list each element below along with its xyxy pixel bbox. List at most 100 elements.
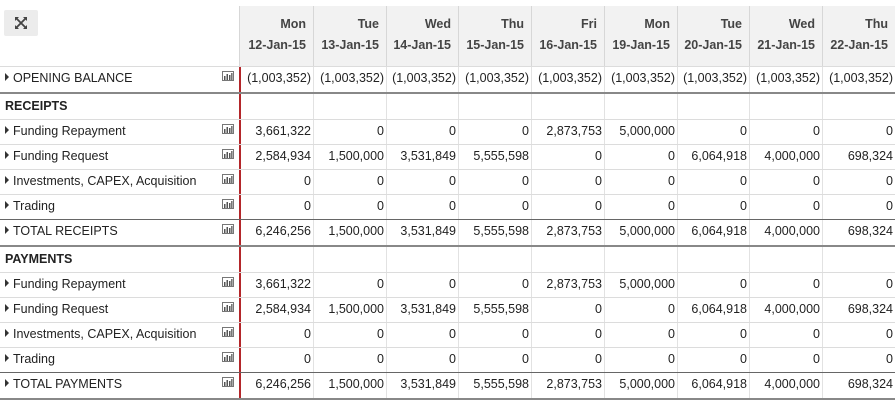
table-cell: 1,500,000 [328, 149, 384, 163]
column-date: 20-Jan-15 [684, 38, 742, 52]
table-row[interactable]: Investments, CAPEX, Acquisition 0 0 0 0 0 0 0 0 0 [0, 169, 895, 194]
table-cell: 0 [304, 352, 311, 366]
table-cell: 2,873,753 [546, 277, 602, 291]
table-cell: 0 [377, 174, 384, 188]
row-label: Trading [5, 352, 55, 366]
table-cell: 0 [595, 174, 602, 188]
column-divider [531, 66, 532, 399]
column-day: Thu [501, 17, 524, 31]
table-cell: 0 [449, 277, 456, 291]
column-date: 13-Jan-15 [321, 38, 379, 52]
triangle-right-icon[interactable] [5, 354, 9, 362]
table-cell: 1,500,000 [328, 224, 384, 238]
table-cell: 0 [668, 174, 675, 188]
bar-chart-icon[interactable] [222, 124, 234, 134]
total-row[interactable]: TOTAL PAYMENTS 6,246,256 1,500,000 3,531,84… [0, 372, 895, 397]
triangle-right-icon[interactable] [5, 279, 9, 287]
table-cell: 0 [449, 174, 456, 188]
table-cell: 0 [377, 277, 384, 291]
table-cell: 0 [886, 199, 893, 213]
current-day-marker [239, 66, 241, 399]
triangle-right-icon[interactable] [5, 226, 9, 234]
table-row[interactable]: Trading 0 0 0 0 0 0 0 0 0 [0, 194, 895, 219]
table-row[interactable]: Trading 0 0 0 0 0 0 0 0 0 [0, 347, 895, 372]
table-cell: 0 [886, 352, 893, 366]
table-cell: 0 [595, 352, 602, 366]
bar-chart-icon[interactable] [222, 352, 234, 362]
bar-chart-icon[interactable] [222, 302, 234, 312]
column-day: Wed [424, 17, 451, 31]
table-cell: 6,064,918 [691, 149, 747, 163]
bar-chart-icon[interactable] [222, 199, 234, 209]
table-row[interactable]: Funding Request 2,584,934 1,500,000 3,531,8… [0, 144, 895, 169]
bar-chart-icon[interactable] [222, 277, 234, 287]
table-row[interactable]: Funding Repayment 3,661,322 0 0 0 2,873,753 5,… [0, 272, 895, 297]
table-cell: 0 [886, 327, 893, 341]
table-cell: 0 [522, 352, 529, 366]
triangle-right-icon[interactable] [5, 201, 9, 209]
row-divider [0, 144, 895, 145]
column-divider [386, 66, 387, 399]
bar-chart-icon[interactable] [222, 71, 234, 81]
row-label-text: Funding Request [13, 302, 109, 316]
bar-chart-icon[interactable] [222, 149, 234, 159]
table-cell: 0 [595, 302, 602, 316]
bar-chart-icon[interactable] [222, 377, 234, 387]
table-row[interactable]: Funding Request 2,584,934 1,500,000 3,531,8… [0, 297, 895, 322]
table-cell: (1,003,352) [538, 71, 602, 85]
column-header: Tue 13-Jan-15 [313, 6, 386, 66]
column-date: 22-Jan-15 [830, 38, 888, 52]
table-cell: 0 [522, 124, 529, 138]
table-cell: 0 [595, 199, 602, 213]
column-day: Mon [644, 17, 670, 31]
triangle-right-icon[interactable] [5, 151, 9, 159]
row-divider [0, 119, 895, 120]
table-cell: 3,531,849 [400, 302, 456, 316]
table-row[interactable]: Funding Repayment 3,661,322 0 0 0 2,873,753 5,… [0, 119, 895, 144]
row-label-text: RECEIPTS [5, 99, 68, 113]
table-cell: 0 [449, 327, 456, 341]
triangle-right-icon[interactable] [5, 176, 9, 184]
table-row[interactable]: OPENING BALANCE (1,003,352) (1,003,352) (1,… [0, 66, 895, 91]
column-date: 19-Jan-15 [612, 38, 670, 52]
table-cell: 3,531,849 [400, 224, 456, 238]
row-divider [0, 219, 895, 220]
table-cell: 698,324 [847, 224, 893, 238]
triangle-right-icon[interactable] [5, 379, 9, 387]
table-cell: 4,000,000 [764, 302, 820, 316]
table-cell: 2,873,753 [546, 124, 602, 138]
table-cell: 0 [522, 174, 529, 188]
table-cell: 6,064,918 [691, 302, 747, 316]
table-cell: 4,000,000 [764, 377, 820, 391]
row-label: Funding Repayment [5, 277, 126, 291]
table-cell: 0 [449, 124, 456, 138]
table-cell: (1,003,352) [756, 71, 820, 85]
triangle-right-icon[interactable] [5, 73, 9, 81]
triangle-right-icon[interactable] [5, 126, 9, 134]
section-header: RECEIPTS [0, 94, 895, 119]
table-cell: 0 [522, 327, 529, 341]
row-label-text: Investments, CAPEX, Acquisition [13, 327, 197, 341]
expand-button[interactable] [4, 10, 38, 36]
bar-chart-icon[interactable] [222, 174, 234, 184]
table-row[interactable]: Investments, CAPEX, Acquisition 0 0 0 0 0 0 0 0 0 [0, 322, 895, 347]
table-cell: 0 [813, 277, 820, 291]
column-header: Mon 12-Jan-15 [239, 6, 313, 66]
triangle-right-icon[interactable] [5, 329, 9, 337]
table-cell: 3,531,849 [400, 377, 456, 391]
table-cell: 698,324 [847, 149, 893, 163]
column-day: Wed [788, 17, 815, 31]
column-day: Mon [280, 17, 306, 31]
total-row[interactable]: TOTAL RECEIPTS 6,246,256 1,500,000 3,531,84… [0, 219, 895, 244]
table-cell: 6,064,918 [691, 377, 747, 391]
row-label: Investments, CAPEX, Acquisition [5, 327, 196, 341]
bar-chart-icon[interactable] [222, 327, 234, 337]
bar-chart-icon[interactable] [222, 224, 234, 234]
column-header: Wed 14-Jan-15 [386, 6, 458, 66]
triangle-right-icon[interactable] [5, 304, 9, 312]
table-cell: 0 [813, 352, 820, 366]
row-divider [0, 322, 895, 323]
table-cell: 0 [668, 352, 675, 366]
table-cell: 0 [304, 199, 311, 213]
